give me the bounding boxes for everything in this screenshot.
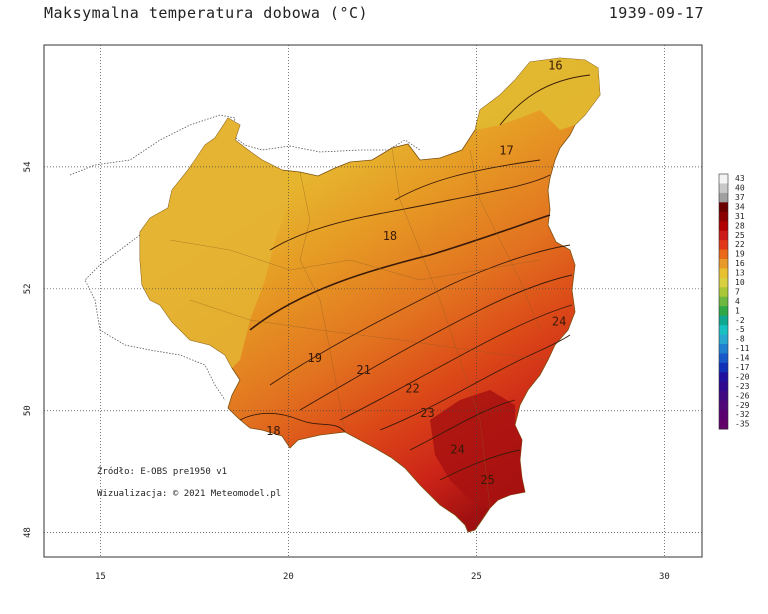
cool-region-west [140, 118, 290, 368]
hot-core-southeast [430, 390, 525, 508]
colorbar-label: 10 [735, 278, 745, 287]
contour-label: 22 [405, 381, 419, 395]
y-axis-ticks: 48 50 52 54 [23, 161, 33, 538]
colorbar-swatch [719, 202, 728, 213]
source-note: Źródło: E-OBS pre1950 v1 [97, 465, 227, 477]
colorbar-swatch [719, 230, 728, 241]
colorbar-label: 25 [735, 231, 745, 240]
colorbar-swatch [719, 400, 728, 411]
colorbar-label: -32 [735, 410, 750, 419]
colorbar-label: 22 [735, 240, 745, 249]
colorbar-swatch [719, 344, 728, 354]
cool-region-northeast [475, 58, 600, 130]
contour-label: 18 [266, 424, 280, 438]
colorbar-label: -17 [735, 363, 750, 372]
colorbar-label: 37 [735, 193, 745, 202]
colorbar-swatch [719, 174, 728, 184]
colorbar-label: -35 [735, 420, 750, 429]
colorbar-swatch [719, 353, 728, 364]
y-tick-label: 54 [23, 161, 33, 172]
contour-label: 23 [420, 406, 434, 420]
colorbar-swatch [719, 410, 728, 421]
colorbar-label: 28 [735, 221, 745, 230]
coastline-outline [69, 114, 421, 401]
colorbar-swatch [719, 287, 728, 298]
contour-label: 16 [548, 58, 562, 72]
map-title: Maksymalna temperatura dobowa (°C) [44, 4, 369, 22]
colorbar-label: -8 [735, 335, 745, 344]
contour-label: 18 [383, 229, 397, 243]
map-date: 1939-09-17 [608, 4, 704, 22]
x-tick-label: 15 [95, 572, 106, 582]
colorbar-label: -23 [735, 382, 750, 391]
colorbar-swatch [719, 306, 728, 317]
colorbar-swatch [719, 372, 728, 383]
colorbar-frame [718, 173, 729, 430]
colorbar-label: -5 [735, 325, 745, 334]
colorbar-swatch [719, 268, 728, 279]
colorbar-swatch [719, 315, 728, 326]
colorbar-swatch [719, 249, 728, 260]
colorbar-label: 4 [735, 297, 740, 306]
colorbar-swatch [719, 221, 728, 232]
y-tick-label: 48 [23, 527, 33, 538]
colorbar-label: 40 [735, 184, 745, 193]
y-tick-label: 50 [23, 405, 33, 416]
colorbar-swatch [719, 381, 728, 392]
colorbar-label: -26 [735, 391, 750, 400]
colorbar-label: 43 [735, 174, 745, 183]
colorbar-label: -14 [735, 354, 750, 363]
colorbar-label: -11 [735, 344, 750, 353]
colorbar: 434037343128252219161310741-2-5-8-11-14-… [718, 173, 750, 430]
colorbar-swatch [719, 277, 728, 288]
colorbar-label: 16 [735, 259, 745, 268]
colorbar-swatch [719, 325, 728, 336]
colorbar-swatch [719, 211, 728, 222]
y-tick-label: 52 [23, 283, 33, 294]
colorbar-swatch [719, 183, 728, 194]
colorbar-label: -2 [735, 316, 745, 325]
colorbar-label: 19 [735, 250, 745, 259]
contour-label: 24 [450, 442, 464, 456]
colorbar-label: 13 [735, 269, 745, 278]
admin-borders [169, 147, 546, 509]
colorbar-swatch [719, 362, 728, 373]
colorbar-label: -20 [735, 372, 750, 381]
graticule [44, 45, 702, 557]
contour-label: 17 [499, 144, 513, 158]
colorbar-swatch [719, 419, 728, 430]
x-axis-ticks: 15 20 25 30 [95, 572, 670, 582]
colorbar-swatch [719, 391, 728, 402]
isotherm-lines [239, 74, 591, 481]
x-tick-label: 25 [471, 572, 482, 582]
colorbar-label: 1 [735, 306, 740, 315]
colorbar-label: 31 [735, 212, 745, 221]
credit-note: Wizualizacja: © 2021 Meteomodel.pl [97, 489, 281, 499]
colorbar-swatch [719, 259, 728, 269]
colorbar-label: 7 [735, 287, 740, 296]
colorbar-swatch [719, 192, 728, 203]
contour-label: 19 [307, 351, 321, 365]
colorbar-swatch [719, 296, 728, 307]
contour-label: 24 [552, 314, 566, 328]
x-tick-label: 30 [659, 572, 670, 582]
colorbar-label: -29 [735, 401, 750, 410]
contour-label: 25 [480, 473, 494, 487]
x-tick-label: 20 [283, 572, 294, 582]
colorbar-swatch [719, 240, 728, 251]
contour-label: 21 [356, 363, 370, 377]
colorbar-swatch [719, 334, 728, 345]
colorbar-label: 34 [735, 202, 745, 211]
